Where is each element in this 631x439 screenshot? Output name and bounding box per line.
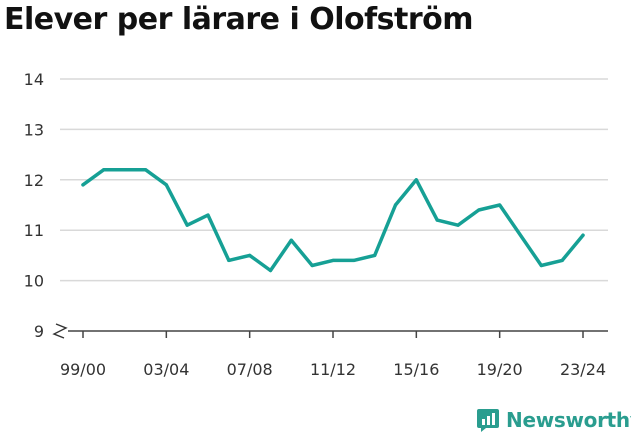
data-point (248, 253, 252, 257)
x-tick-label: 19/20 (477, 360, 523, 379)
x-tick-label: 07/08 (227, 360, 273, 379)
chart-title: Elever per lärare i Olofström (4, 2, 474, 37)
data-point (289, 238, 293, 242)
axis-break-icon (52, 323, 68, 339)
data-point (414, 178, 418, 182)
series-layer (81, 167, 585, 273)
y-axis-ticks: 9 10 11 12 13 14 (24, 70, 44, 341)
x-tick-label: 03/04 (143, 360, 189, 379)
data-point (331, 258, 335, 263)
data-point (143, 168, 148, 172)
brand-name: Newsworthy (506, 408, 631, 432)
x-tick-label: 15/16 (393, 360, 439, 379)
data-point (268, 268, 273, 273)
newsworthy-brand[interactable]: Newsworthy (476, 408, 631, 432)
data-point (123, 168, 127, 172)
data-point (435, 218, 439, 222)
data-point (310, 263, 314, 268)
data-point (539, 263, 543, 268)
data-point (81, 183, 85, 187)
data-point (393, 203, 398, 207)
data-point (206, 213, 210, 217)
series-line (81, 167, 585, 273)
data-point (102, 168, 106, 172)
data-point (456, 223, 460, 227)
data-point (560, 258, 564, 263)
data-point (227, 258, 231, 263)
grid-lines (60, 78, 608, 282)
data-point (477, 208, 481, 212)
x-tick-label: 11/12 (310, 360, 356, 379)
data-point (373, 253, 377, 257)
y-tick-label: 10 (24, 272, 44, 291)
data-point (352, 258, 356, 263)
y-tick-label: 13 (24, 120, 44, 139)
data-point (581, 233, 585, 237)
y-tick-label: 14 (24, 70, 44, 89)
y-tick-label: 9 (34, 322, 44, 341)
newsworthy-logo-icon (477, 409, 499, 432)
data-point (185, 223, 189, 227)
x-axis: 99/00 03/04 07/08 11/12 15/16 19/20 23/24 (52, 323, 608, 379)
y-tick-label: 12 (24, 171, 44, 190)
data-point (498, 203, 502, 207)
x-tick-label: 99/00 (60, 360, 106, 379)
x-tick-label: 23/24 (560, 360, 606, 379)
data-point (164, 183, 168, 187)
y-tick-label: 11 (24, 221, 44, 240)
